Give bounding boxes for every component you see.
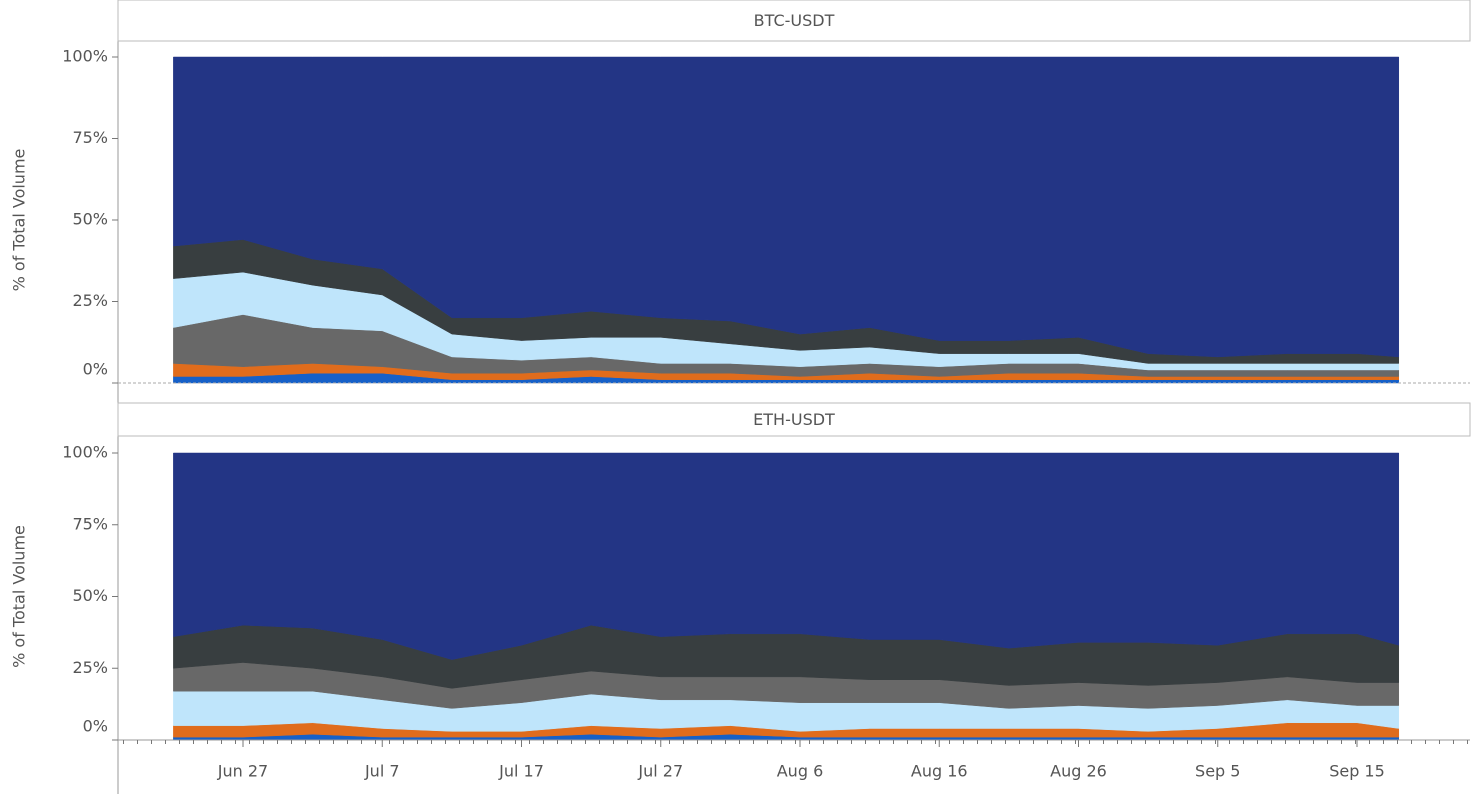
- x-tick-label: Aug 26: [1050, 762, 1107, 781]
- area: [173, 452, 1400, 660]
- panel-title: BTC-USDT: [754, 11, 835, 30]
- y-tick-label: 0%: [83, 360, 108, 379]
- x-tick-label: Jul 17: [498, 762, 544, 781]
- y-tick-label: 25%: [72, 658, 108, 677]
- panel-title: ETH-USDT: [753, 410, 835, 429]
- y-tick-label: 75%: [72, 128, 108, 147]
- strip: [117, 0, 1471, 42]
- x-tick-label: Jun 27: [217, 762, 268, 781]
- y-tick-label: 50%: [72, 586, 108, 605]
- y-tick-label: 50%: [72, 210, 108, 229]
- y-tick-label: 25%: [72, 291, 108, 310]
- x-tick-label: Sep 15: [1329, 762, 1385, 781]
- x-tick-label: Jul 27: [637, 762, 683, 781]
- y-axis-title: % of Total Volume: [10, 525, 29, 668]
- y-tick-label: 100%: [62, 47, 108, 66]
- y-tick-label: 100%: [62, 443, 108, 462]
- area: [173, 56, 1400, 358]
- y-tick-label: 0%: [83, 717, 108, 736]
- x-tick-label: Aug 16: [911, 762, 968, 781]
- x-tick-label: Jul 7: [364, 762, 400, 781]
- x-tick-label: Aug 6: [777, 762, 824, 781]
- y-axis-title: % of Total Volume: [10, 149, 29, 292]
- y-tick-label: 75%: [72, 514, 108, 533]
- x-tick-label: Sep 5: [1195, 762, 1240, 781]
- strip: [117, 402, 1471, 437]
